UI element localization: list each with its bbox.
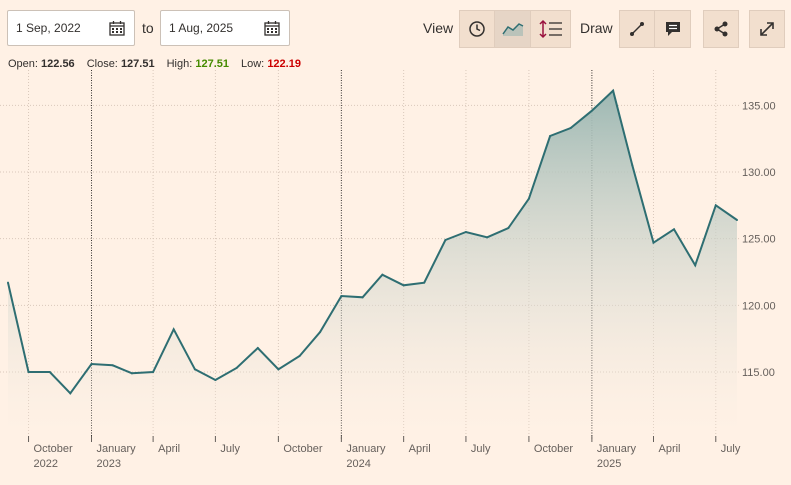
data-point xyxy=(27,371,30,373)
to-label: to xyxy=(142,20,154,36)
x-tick-label: July xyxy=(220,443,240,455)
time-range-button[interactable] xyxy=(459,10,495,48)
from-date-value: 1 Sep, 2022 xyxy=(16,21,81,35)
data-points xyxy=(7,89,738,395)
share-button-group xyxy=(703,10,739,48)
close-stat: Close: 127.51 xyxy=(86,58,155,70)
data-point xyxy=(69,392,72,395)
data-point xyxy=(7,281,9,284)
x-tick-label: July xyxy=(721,443,741,455)
data-point xyxy=(444,239,447,241)
x-axis: October 2022 January 2023 April July October Ja… xyxy=(28,436,741,470)
x-tick-label: April xyxy=(409,443,431,455)
data-point xyxy=(48,371,51,373)
data-point xyxy=(152,371,155,373)
expand-icon xyxy=(760,22,774,36)
from-date-input[interactable]: 1 Sep, 2022 xyxy=(7,10,135,46)
line-draw-icon xyxy=(630,22,644,36)
low-value: 122.19 xyxy=(267,58,301,70)
clock-icon xyxy=(469,21,485,37)
data-point xyxy=(652,241,655,244)
draw-label: Draw xyxy=(580,20,613,36)
ohlc-summary: Open: 122.56 Close: 127.51 High: 127.51 … xyxy=(8,58,301,70)
line-draw-button[interactable] xyxy=(619,10,655,48)
mountain-chart-icon xyxy=(501,23,523,36)
high-value: 127.51 xyxy=(195,58,229,70)
data-point xyxy=(340,295,343,297)
data-point xyxy=(235,367,238,369)
data-point xyxy=(694,264,697,267)
data-point xyxy=(193,368,196,371)
x-tick-label: October xyxy=(34,443,73,455)
data-point xyxy=(90,363,93,365)
data-point xyxy=(423,281,426,284)
data-point xyxy=(277,368,280,371)
annotation-icon xyxy=(665,22,680,36)
data-point xyxy=(381,273,384,276)
view-button-group xyxy=(459,10,571,48)
data-point xyxy=(569,127,572,129)
calendar-icon[interactable] xyxy=(108,19,126,37)
x-tick-year-label: 2024 xyxy=(346,458,370,470)
y-tick-label: 135.00 xyxy=(742,100,776,112)
data-point xyxy=(298,355,301,357)
open-stat: Open: 122.56 xyxy=(8,58,75,70)
comparison-chart-button[interactable] xyxy=(531,10,571,48)
data-point xyxy=(402,284,405,287)
data-point xyxy=(612,89,615,92)
data-point xyxy=(486,236,489,239)
expand-button-group xyxy=(749,10,785,48)
high-stat: High: 127.51 xyxy=(166,58,229,70)
data-point xyxy=(590,109,593,112)
share-button[interactable] xyxy=(703,10,739,48)
data-point xyxy=(549,135,552,137)
data-point xyxy=(214,379,217,381)
data-point xyxy=(361,296,364,299)
open-value: 122.56 xyxy=(41,58,75,70)
to-date-input[interactable]: 1 Aug, 2025 xyxy=(160,10,290,46)
x-tick-label: April xyxy=(158,443,180,455)
data-point xyxy=(172,328,175,331)
x-tick-label: January xyxy=(597,443,637,455)
data-point xyxy=(507,227,510,229)
x-tick-label: January xyxy=(97,443,137,455)
data-point xyxy=(464,231,467,233)
draw-button-group xyxy=(619,10,691,48)
annotation-button[interactable] xyxy=(655,10,691,48)
data-point xyxy=(256,347,259,349)
x-tick-label: April xyxy=(658,443,680,455)
low-stat: Low: 122.19 xyxy=(241,58,301,70)
expand-button[interactable] xyxy=(749,10,785,48)
x-tick-label: January xyxy=(346,443,386,455)
calendar-icon[interactable] xyxy=(263,19,281,37)
data-point xyxy=(714,204,717,207)
y-tick-label: 130.00 xyxy=(742,167,776,179)
mountain-chart-button[interactable] xyxy=(495,10,531,48)
data-point xyxy=(319,331,322,333)
y-tick-label: 115.00 xyxy=(742,367,775,379)
x-tick-label: October xyxy=(283,443,322,455)
x-tick-year-label: 2022 xyxy=(34,458,58,470)
data-point xyxy=(736,219,738,221)
x-tick-year-label: 2023 xyxy=(97,458,121,470)
data-point xyxy=(527,197,530,200)
share-icon xyxy=(714,21,728,37)
data-point xyxy=(631,164,634,167)
comparison-chart-icon xyxy=(538,19,562,39)
price-line xyxy=(7,88,738,395)
data-point xyxy=(111,364,114,367)
y-tick-label: 125.00 xyxy=(742,234,776,246)
to-date-value: 1 Aug, 2025 xyxy=(169,21,234,35)
data-point xyxy=(673,228,676,231)
close-value: 127.51 xyxy=(120,58,155,70)
x-tick-label: July xyxy=(471,443,491,455)
x-tick-label: October xyxy=(534,443,573,455)
x-tick-year-label: 2025 xyxy=(597,458,621,470)
view-label: View xyxy=(423,20,454,36)
data-point xyxy=(130,372,133,375)
y-axis: 115.00 120.00 125.00 130.00 135.00 xyxy=(742,100,776,379)
y-tick-label: 120.00 xyxy=(742,300,776,312)
price-area xyxy=(8,90,737,432)
